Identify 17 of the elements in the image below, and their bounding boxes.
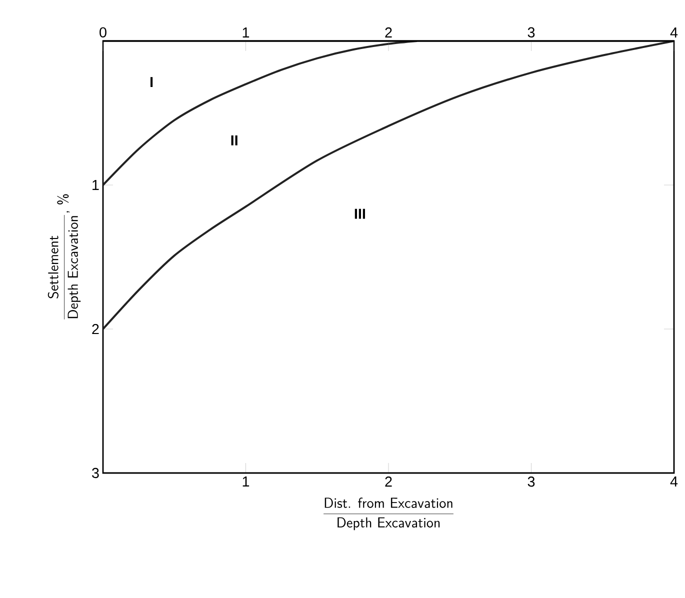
x-axis-title: $\frac{\textsf{Dist. from Excavation}}{\textsf{Depth Excavation}}$ [324,498,454,530]
y-tick-label: 2 [92,324,99,334]
x-tick-label: 1 [242,476,250,486]
x2-tick-label: 2 [385,27,392,38]
x-tick-label: 4 [670,476,678,486]
annotation: II [231,135,238,146]
x2-tick-label: 3 [528,27,535,38]
y-tick-label: 1 [92,180,99,190]
x2-tick-label: 4 [670,28,678,38]
y-axis-title: $\frac{\textsf{Settlement}}{\textsf{Depth Excavation}}\textsf{, \%}$ [48,194,81,320]
annotation: III [354,208,365,219]
y-tick-label: 3 [92,468,99,478]
x2-tick-label: 0 [100,27,106,38]
annotation: I [150,77,153,87]
x-tick-label: 3 [528,476,535,487]
x2-tick-label: 1 [242,28,250,38]
x-tick-label: 2 [385,476,392,487]
